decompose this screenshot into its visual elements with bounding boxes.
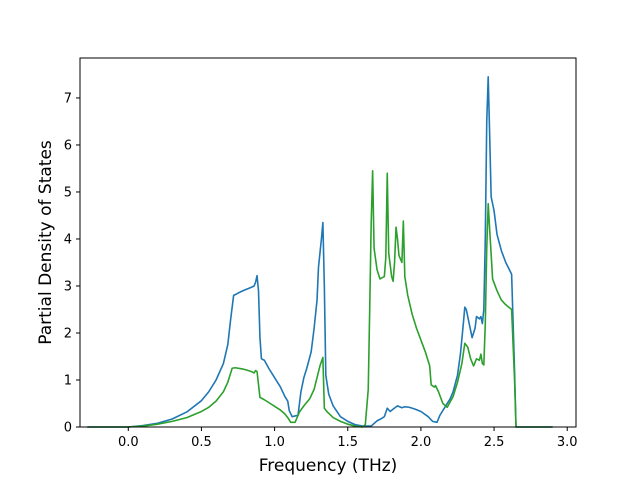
y-tick-label: 4 <box>64 232 72 247</box>
series-line-1 <box>87 76 553 428</box>
x-tick-label: 2.5 <box>484 435 505 450</box>
y-axis: 0 1 2 3 4 5 6 7 <box>64 91 80 436</box>
x-tick-label: 2.0 <box>411 435 432 450</box>
x-tick-label: 1.5 <box>337 435 358 450</box>
x-axis-label: Frequency (THz) <box>259 456 398 476</box>
x-axis: 0.0 0.5 1.0 1.5 2.0 2.5 3.0 <box>118 427 578 450</box>
y-tick-label: 6 <box>64 138 72 153</box>
series-line-2 <box>87 170 553 428</box>
y-tick-label: 2 <box>64 326 72 341</box>
y-tick-label: 1 <box>64 373 72 388</box>
y-tick-label: 3 <box>64 279 72 294</box>
x-tick-label: 0.5 <box>191 435 212 450</box>
x-tick-label: 0.0 <box>118 435 139 450</box>
series-layer <box>87 76 553 428</box>
y-axis-label: Partial Density of States <box>36 140 56 345</box>
x-tick-label: 3.0 <box>557 435 578 450</box>
x-tick-label: 1.0 <box>264 435 285 450</box>
y-tick-label: 0 <box>64 421 72 436</box>
y-tick-label: 7 <box>64 91 72 106</box>
y-tick-label: 5 <box>64 185 72 200</box>
plot-frame <box>79 57 577 428</box>
